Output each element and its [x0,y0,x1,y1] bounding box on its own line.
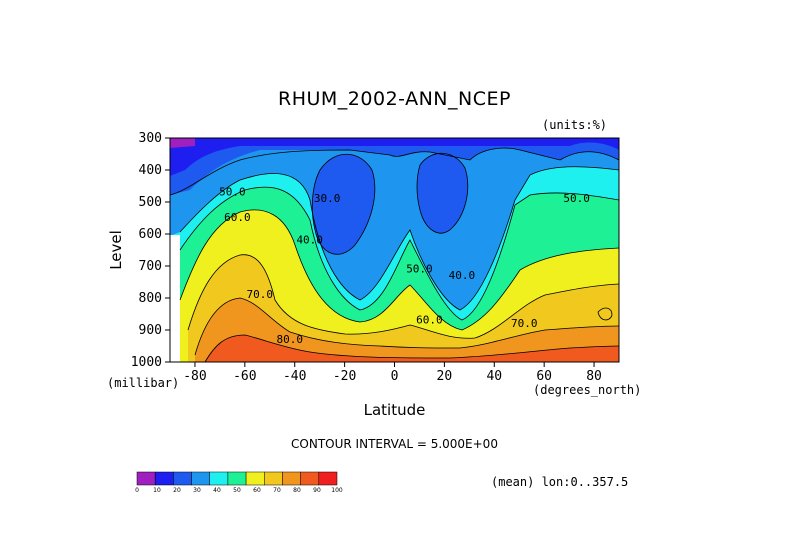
colorbar-label: 0 [135,487,139,494]
x-tick-label: -40 [283,369,306,384]
colorbar-label: 100 [331,487,343,494]
colorbar-swatch [209,471,229,486]
contour-label: 70.0 [247,288,274,301]
contour-label: 50.0 [406,262,433,275]
contour-line [179,166,619,311]
colorbar-label: 90 [313,487,321,494]
units-label: (units:%) [542,118,608,132]
contour-interval-note: CONTOUR INTERVAL = 5.000E+00 [291,437,498,451]
y-tick-label: 700 [139,259,162,274]
contour-line [311,153,376,255]
x-tick-label: 80 [586,369,602,384]
y-axis-unit: (millibar) [107,376,180,390]
x-tick-label: 0 [391,369,399,384]
contour-line [204,334,619,362]
colorbar-label: 50 [233,487,241,494]
y-axis: 300 400 500 600 700 800 900 1000 [131,131,170,370]
contour-label: 40.0 [296,234,323,247]
colorbar-label: 60 [253,487,261,494]
contour-fill-layer: 30.0 40.0 50.0 50.0 50.0 40.0 60.0 60.0 70.0 70.0… [170,138,619,362]
x-tick-label: -60 [233,369,256,384]
x-axis: -80 -60 -40 -20 0 20 40 60 80 [183,362,602,384]
mean-longitude-note: (mean) lon:0..357.5 [491,475,629,489]
y-tick-label: 300 [139,131,162,146]
colorbar-label: 80 [293,487,301,494]
colorbar-swatch [154,471,174,486]
band-0 [170,138,195,148]
y-tick-label: 400 [139,163,162,178]
colorbar-label: 10 [153,487,161,494]
colorbar-swatch [282,471,301,486]
contour-label: 60.0 [224,211,251,224]
masked-region [170,235,180,362]
x-tick-label: 40 [486,369,502,384]
x-tick-label: -20 [333,369,356,384]
contour-label: 30.0 [314,192,341,205]
band-10 [170,138,619,176]
colorbar-label: 30 [193,487,201,494]
colorbar-swatch [300,471,320,486]
y-tick-label: 900 [139,323,162,338]
contour-label: 50.0 [219,186,246,199]
band-20-min-a [312,154,375,255]
contour-line [187,254,619,339]
contour-line [416,152,469,234]
band-20-min-b [417,153,468,234]
colorbar-swatch [318,471,338,486]
contour-line [194,297,619,356]
colorbar-label: 70 [273,487,281,494]
x-axis-title: Latitude [363,401,426,419]
chart-title: RHUM_2002-ANN_NCEP [278,88,511,110]
x-tick-label: 60 [536,369,552,384]
colorbar-swatch [173,471,192,486]
contour-label: 60.0 [416,314,443,327]
y-tick-label: 1000 [131,355,162,370]
contour-line [170,147,619,196]
contour-line [179,186,619,321]
x-tick-label: 20 [437,369,453,384]
colorbar-label: 20 [173,487,181,494]
band-90 [205,335,619,362]
colorbar-swatch [245,471,265,486]
contour-labels: 30.0 40.0 50.0 50.0 50.0 40.0 60.0 60.0 70.0 70.0… [219,186,590,346]
colorbar-swatch [264,471,283,486]
contour-label: 40.0 [449,269,476,282]
y-tick-label: 500 [139,195,162,210]
x-axis-unit: (degrees_north) [533,383,642,397]
band-80 [195,298,619,362]
contour-label: 70.0 [511,317,538,330]
colorbar-label: 40 [213,487,221,494]
contour-label: 50.0 [563,192,590,205]
y-tick-label: 600 [139,227,162,242]
colorbar-swatch [227,471,247,486]
contour-lines [170,147,619,362]
contour-label: 80.0 [276,333,303,346]
colorbar-swatch [136,471,156,486]
colorbar: 0 10 20 30 40 50 60 70 80 90 100 [135,471,343,494]
colorbar-swatch [191,471,210,486]
x-tick-label: -80 [183,369,206,384]
contour-line [179,209,619,331]
contour-line [597,307,613,321]
y-tick-label: 800 [139,291,162,306]
